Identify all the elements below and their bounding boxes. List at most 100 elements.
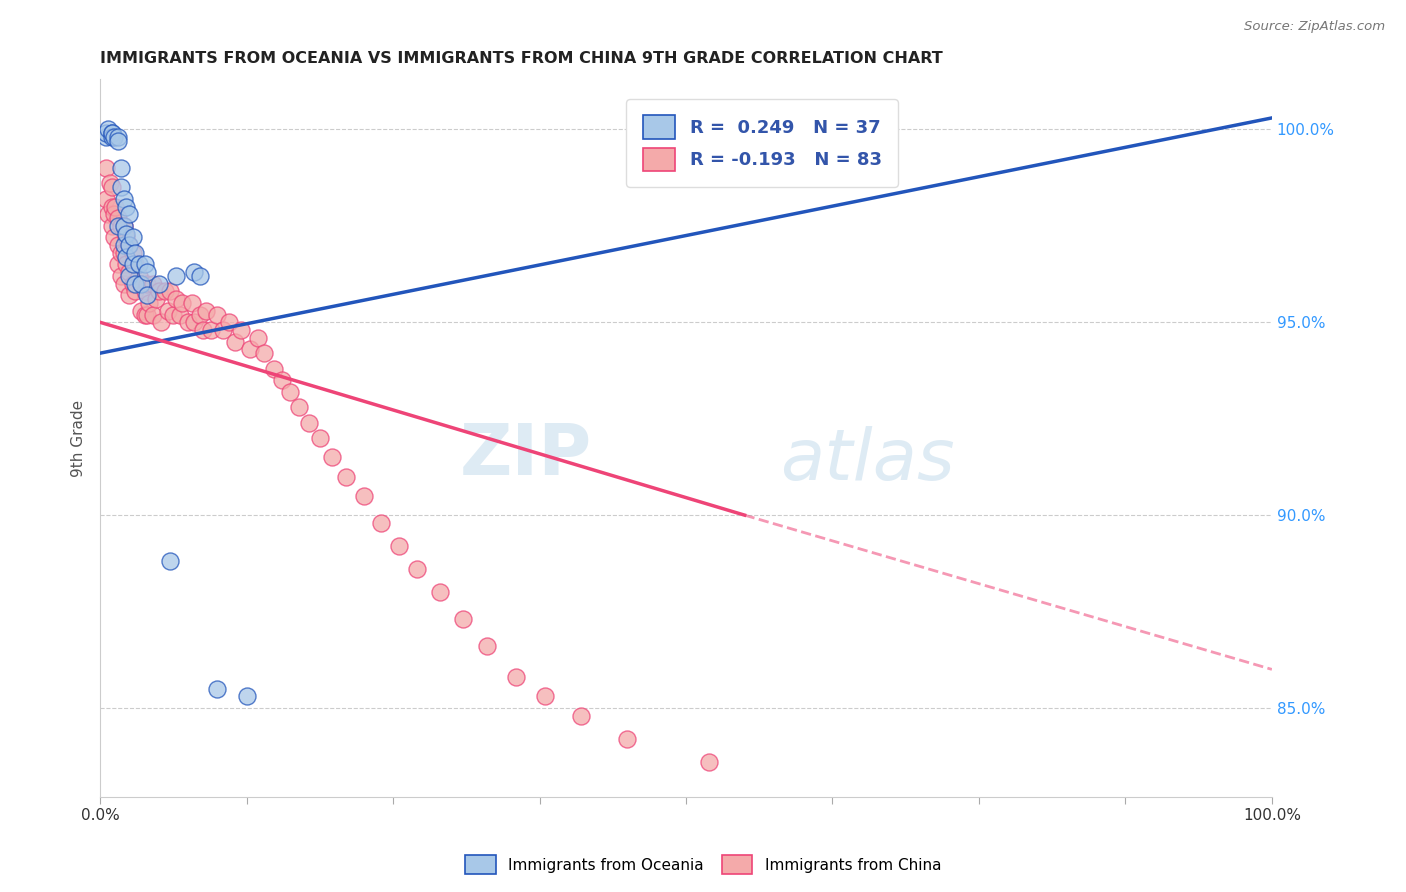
Point xyxy=(110,161,132,175)
Point xyxy=(122,246,145,260)
Point xyxy=(94,192,117,206)
Point xyxy=(194,303,217,318)
Point xyxy=(118,265,141,279)
Point xyxy=(118,238,141,252)
Point xyxy=(335,469,357,483)
Point xyxy=(101,126,124,140)
Point xyxy=(118,207,141,221)
Point xyxy=(177,315,200,329)
Point xyxy=(157,303,180,318)
Point xyxy=(159,285,181,299)
Point xyxy=(94,126,117,140)
Legend: R =  0.249   N = 37, R = -0.193   N = 83: R = 0.249 N = 37, R = -0.193 N = 83 xyxy=(627,99,898,187)
Point xyxy=(388,539,411,553)
Point xyxy=(115,200,138,214)
Point xyxy=(453,612,475,626)
Point xyxy=(110,219,132,233)
Point xyxy=(148,277,170,291)
Text: ZIP: ZIP xyxy=(460,421,592,491)
Point xyxy=(97,122,120,136)
Point xyxy=(104,200,127,214)
Point xyxy=(288,400,311,414)
Point xyxy=(101,180,124,194)
Point xyxy=(136,277,159,291)
Point xyxy=(134,257,156,271)
Point xyxy=(183,265,205,279)
Point xyxy=(134,308,156,322)
Point xyxy=(112,219,135,233)
Y-axis label: 9th Grade: 9th Grade xyxy=(72,400,86,476)
Point xyxy=(97,207,120,221)
Point xyxy=(107,257,129,271)
Point xyxy=(107,238,129,252)
Point xyxy=(122,277,145,291)
Point xyxy=(142,277,165,291)
Point xyxy=(107,219,129,233)
Point xyxy=(207,681,229,696)
Point xyxy=(207,308,229,322)
Point xyxy=(115,257,138,271)
Point xyxy=(153,285,176,299)
Point xyxy=(188,268,211,283)
Text: Source: ZipAtlas.com: Source: ZipAtlas.com xyxy=(1244,20,1385,33)
Point xyxy=(616,731,638,746)
Text: atlas: atlas xyxy=(780,426,955,495)
Point xyxy=(188,308,211,322)
Point xyxy=(115,250,138,264)
Point xyxy=(98,177,121,191)
Point xyxy=(235,690,257,704)
Point xyxy=(101,130,124,145)
Point xyxy=(218,315,240,329)
Point xyxy=(118,268,141,283)
Point xyxy=(112,219,135,233)
Text: IMMIGRANTS FROM OCEANIA VS IMMIGRANTS FROM CHINA 9TH GRADE CORRELATION CHART: IMMIGRANTS FROM OCEANIA VS IMMIGRANTS FR… xyxy=(100,51,943,66)
Point xyxy=(193,323,215,337)
Point xyxy=(101,126,124,140)
Point xyxy=(263,361,285,376)
Point xyxy=(101,200,124,214)
Point xyxy=(212,323,235,337)
Point xyxy=(145,292,167,306)
Point xyxy=(569,708,592,723)
Point xyxy=(122,230,145,244)
Point xyxy=(112,277,135,291)
Point xyxy=(103,207,125,221)
Point xyxy=(115,227,138,241)
Point xyxy=(229,323,252,337)
Point xyxy=(107,211,129,226)
Point xyxy=(94,161,117,175)
Point xyxy=(159,554,181,568)
Point xyxy=(124,246,146,260)
Point xyxy=(165,292,187,306)
Point xyxy=(110,268,132,283)
Point xyxy=(247,331,270,345)
Point xyxy=(253,346,276,360)
Point xyxy=(101,219,124,233)
Point xyxy=(239,343,262,357)
Point xyxy=(112,192,135,206)
Point xyxy=(162,308,184,322)
Point xyxy=(429,585,451,599)
Point xyxy=(103,130,125,145)
Point xyxy=(94,130,117,145)
Point xyxy=(112,238,135,252)
Point xyxy=(122,257,145,271)
Point xyxy=(165,268,187,283)
Point xyxy=(138,296,160,310)
Point xyxy=(136,288,159,302)
Point xyxy=(180,296,202,310)
Point xyxy=(200,323,222,337)
Point xyxy=(118,238,141,252)
Point xyxy=(134,285,156,299)
Point xyxy=(353,489,375,503)
Point xyxy=(148,285,170,299)
Point xyxy=(107,130,129,145)
Point xyxy=(150,315,173,329)
Point xyxy=(124,285,146,299)
Point xyxy=(124,277,146,291)
Point xyxy=(183,315,205,329)
Point xyxy=(405,562,427,576)
Point xyxy=(270,373,292,387)
Point xyxy=(110,180,132,194)
Point xyxy=(115,230,138,244)
